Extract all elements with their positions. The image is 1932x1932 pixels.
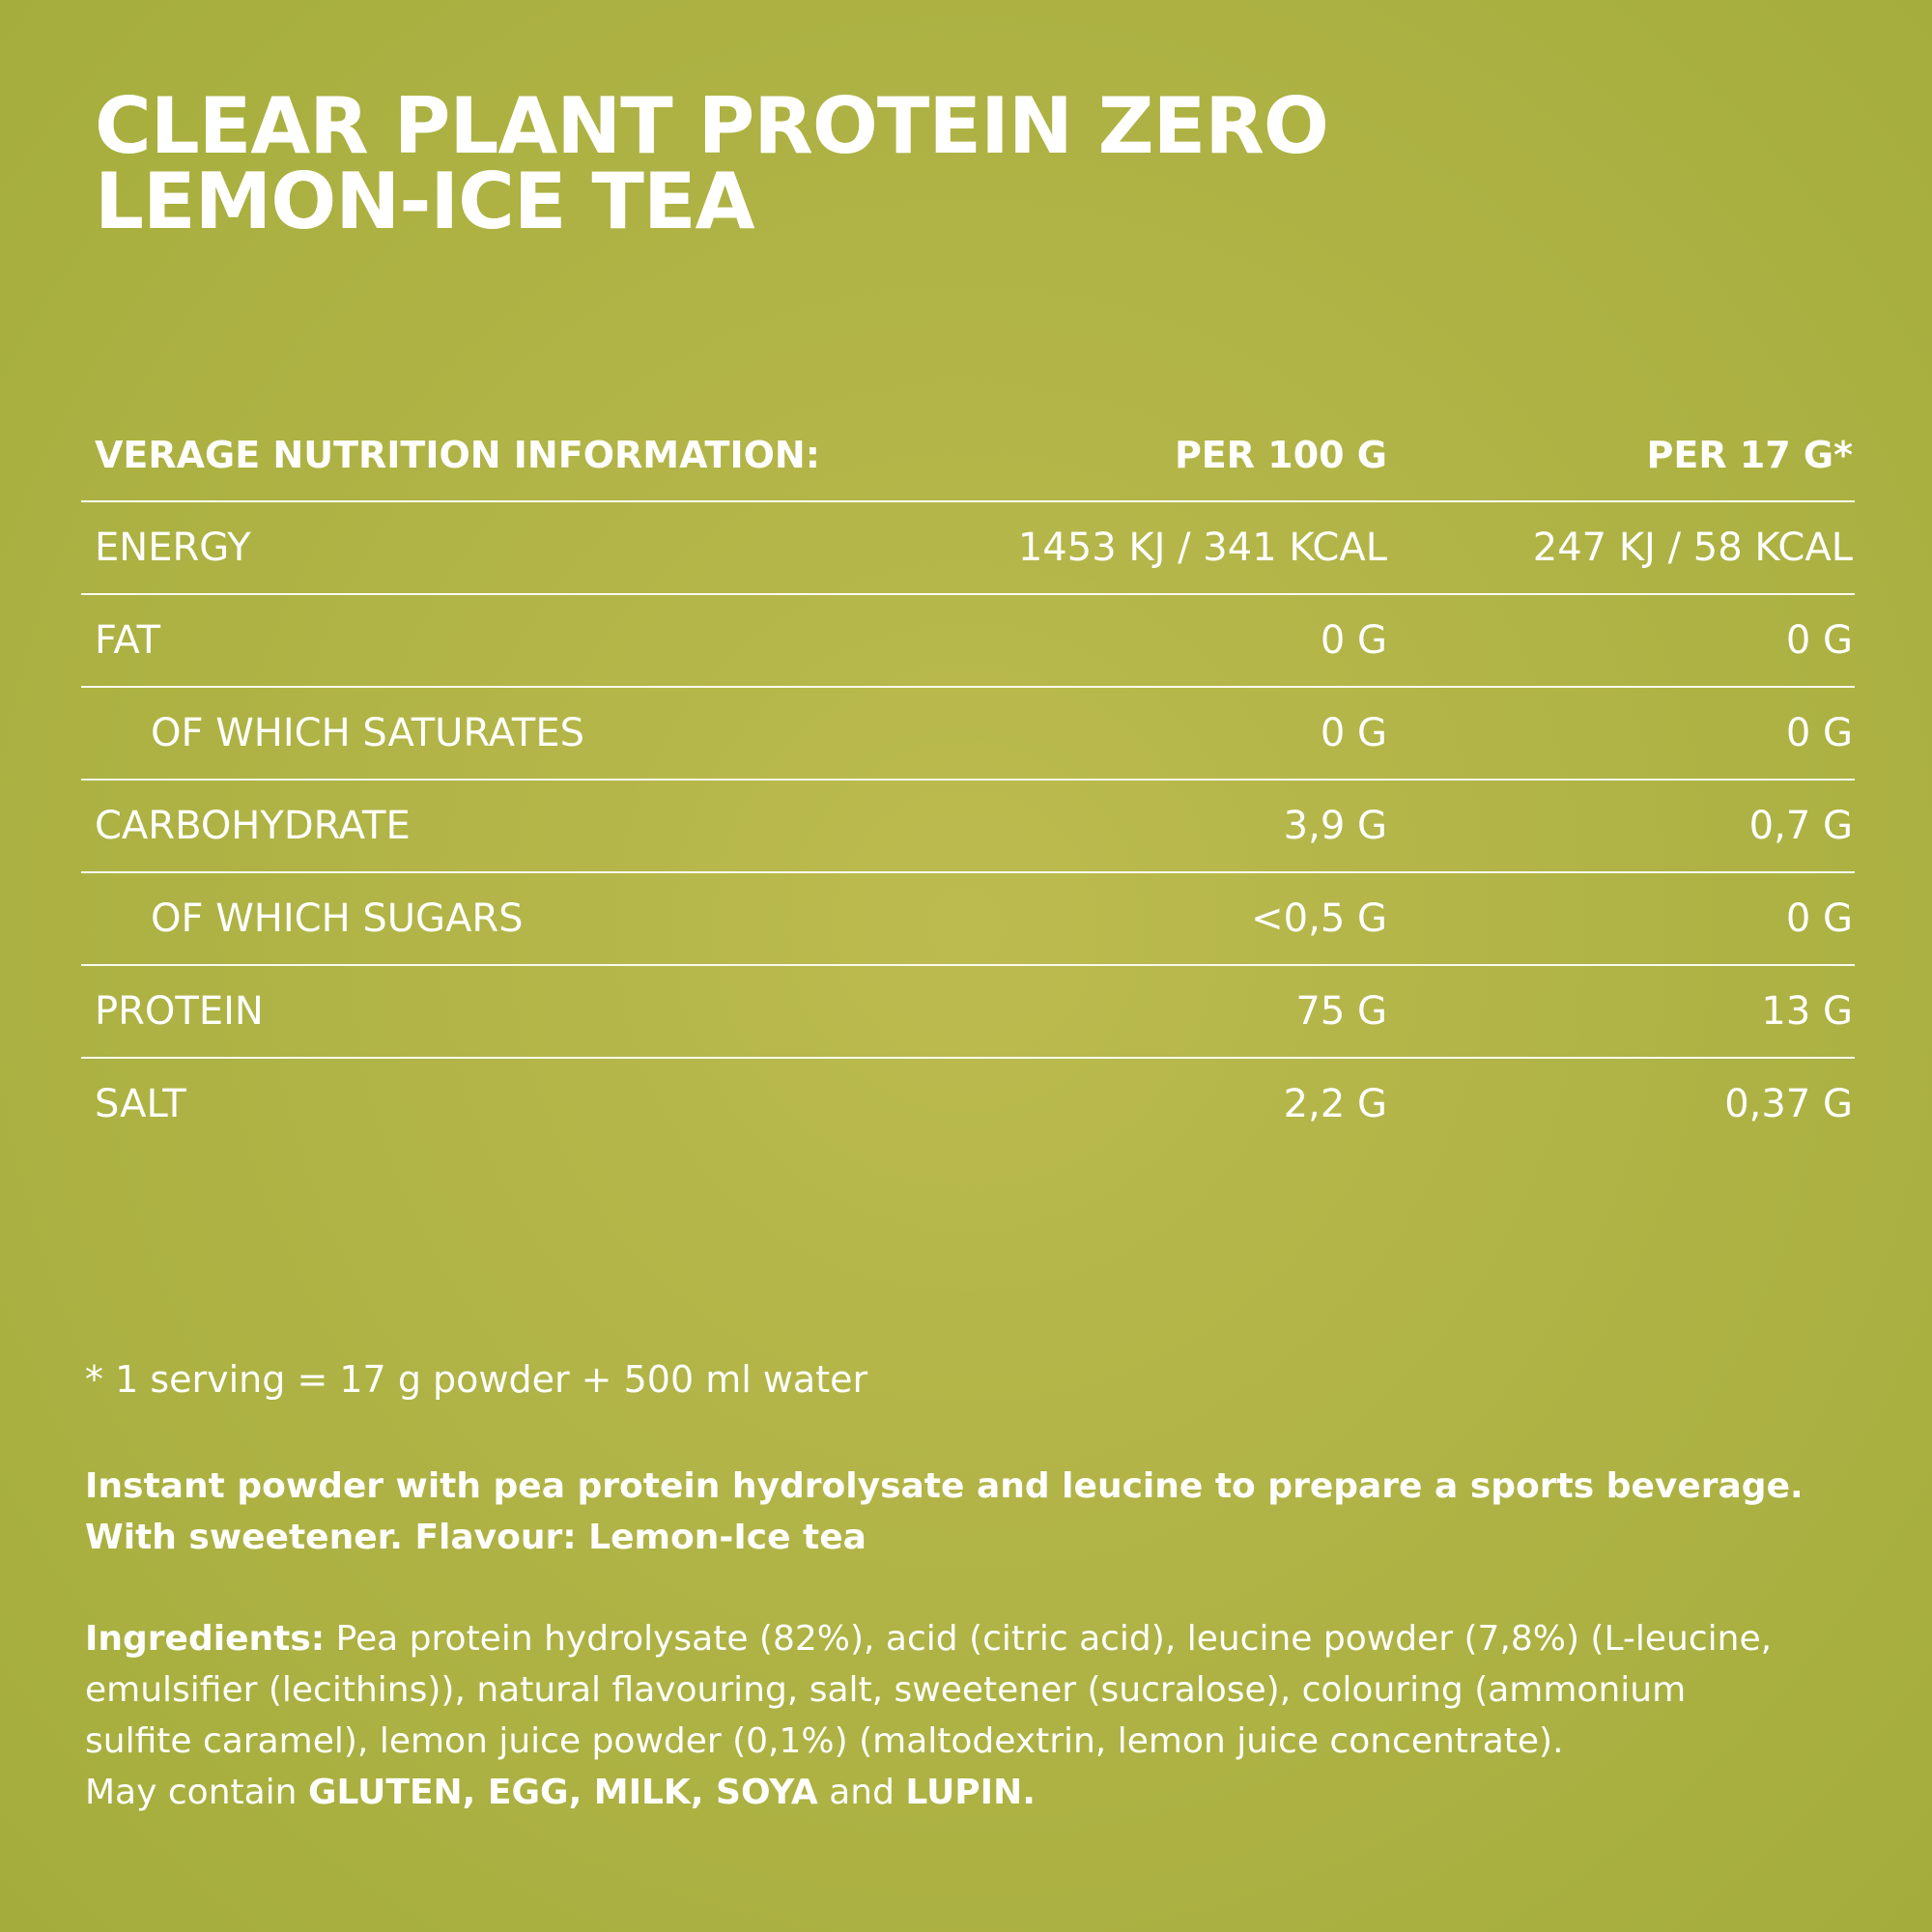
row-per-serving: 0,7 G	[1748, 804, 1853, 848]
ingredients-line-1-text: Pea protein hydrolysate (82%), acid (cit…	[325, 1619, 1773, 1659]
row-per-serving: 0 G	[1785, 618, 1853, 663]
table-row: FAT 0 G 0 G	[81, 595, 1855, 688]
may-contain-text: May contain	[85, 1773, 308, 1812]
row-per-100g: <0,5 G	[1251, 896, 1387, 941]
row-label: CARBOHYDRATE	[95, 804, 411, 848]
header-per-serving: PER 17 G*	[1646, 434, 1853, 476]
ingredients-label: Ingredients:	[85, 1619, 326, 1659]
table-row: OF WHICH SUGARS <0,5 G 0 G	[81, 873, 1855, 966]
header-per-100g: PER 100 G	[1174, 434, 1387, 476]
ingredients-text: Ingredients: Pea protein hydrolysate (82…	[85, 1613, 1843, 1818]
table-row: PROTEIN 75 G 13 G	[81, 966, 1855, 1059]
row-label: PROTEIN	[95, 989, 264, 1034]
row-per-100g: 0 G	[1320, 711, 1387, 755]
allergens-last: LUPIN.	[905, 1773, 1036, 1812]
header-label: VERAGE NUTRITION INFORMATION:	[95, 434, 820, 476]
product-title: CLEAR PLANT PROTEIN ZERO LEMON-ICE TEA	[95, 81, 1329, 246]
table-row: SALT 2,2 G 0,37 G	[81, 1059, 1855, 1151]
product-title-line-2: LEMON-ICE TEA	[95, 156, 755, 246]
row-per-serving: 0 G	[1785, 711, 1853, 755]
description-line-1: Instant powder with pea protein hydrolys…	[85, 1466, 1804, 1506]
product-title-line-1: CLEAR PLANT PROTEIN ZERO	[95, 81, 1329, 171]
row-label: OF WHICH SUGARS	[151, 896, 524, 941]
product-description: Instant powder with pea protein hydrolys…	[85, 1461, 1824, 1563]
ingredients-line-1: Ingredients: Pea protein hydrolysate (82…	[85, 1613, 1843, 1664]
row-label: FAT	[95, 618, 161, 663]
ingredients-line-2: emulsifier (lecithins)), natural flavour…	[85, 1670, 1687, 1710]
allergen-line: May contain GLUTEN, EGG, MILK, SOYA and …	[85, 1767, 1843, 1818]
serving-footnote: * 1 serving = 17 g powder + 500 ml water	[85, 1358, 868, 1401]
row-label: SALT	[95, 1082, 186, 1126]
allergens-list: GLUTEN, EGG, MILK, SOYA	[307, 1773, 818, 1812]
row-label: OF WHICH SATURATES	[151, 711, 584, 755]
row-per-100g: 3,9 G	[1283, 804, 1387, 848]
description-line-2: With sweetener. Flavour: Lemon-Ice tea	[85, 1518, 867, 1557]
row-per-100g: 0 G	[1320, 618, 1387, 663]
ingredients-line-3: sulfite caramel), lemon juice powder (0,…	[85, 1721, 1564, 1761]
table-row: ENERGY 1453 KJ / 341 KCAL 247 KJ / 58 KC…	[81, 502, 1855, 595]
table-row: OF WHICH SATURATES 0 G 0 G	[81, 688, 1855, 781]
row-per-100g: 2,2 G	[1283, 1082, 1387, 1126]
row-per-100g: 1453 KJ / 341 KCAL	[1017, 526, 1387, 570]
nutrition-table-header: VERAGE NUTRITION INFORMATION: PER 100 G …	[81, 410, 1855, 502]
row-per-serving: 0,37 G	[1724, 1082, 1853, 1126]
nutrition-table: VERAGE NUTRITION INFORMATION: PER 100 G …	[81, 410, 1855, 1151]
row-label: ENERGY	[95, 526, 251, 570]
row-per-serving: 13 G	[1761, 989, 1853, 1034]
row-per-100g: 75 G	[1295, 989, 1387, 1034]
row-per-serving: 247 KJ / 58 KCAL	[1532, 526, 1853, 570]
allergens-and: and	[817, 1773, 906, 1812]
row-per-serving: 0 G	[1785, 896, 1853, 941]
table-row: CARBOHYDRATE 3,9 G 0,7 G	[81, 781, 1855, 873]
